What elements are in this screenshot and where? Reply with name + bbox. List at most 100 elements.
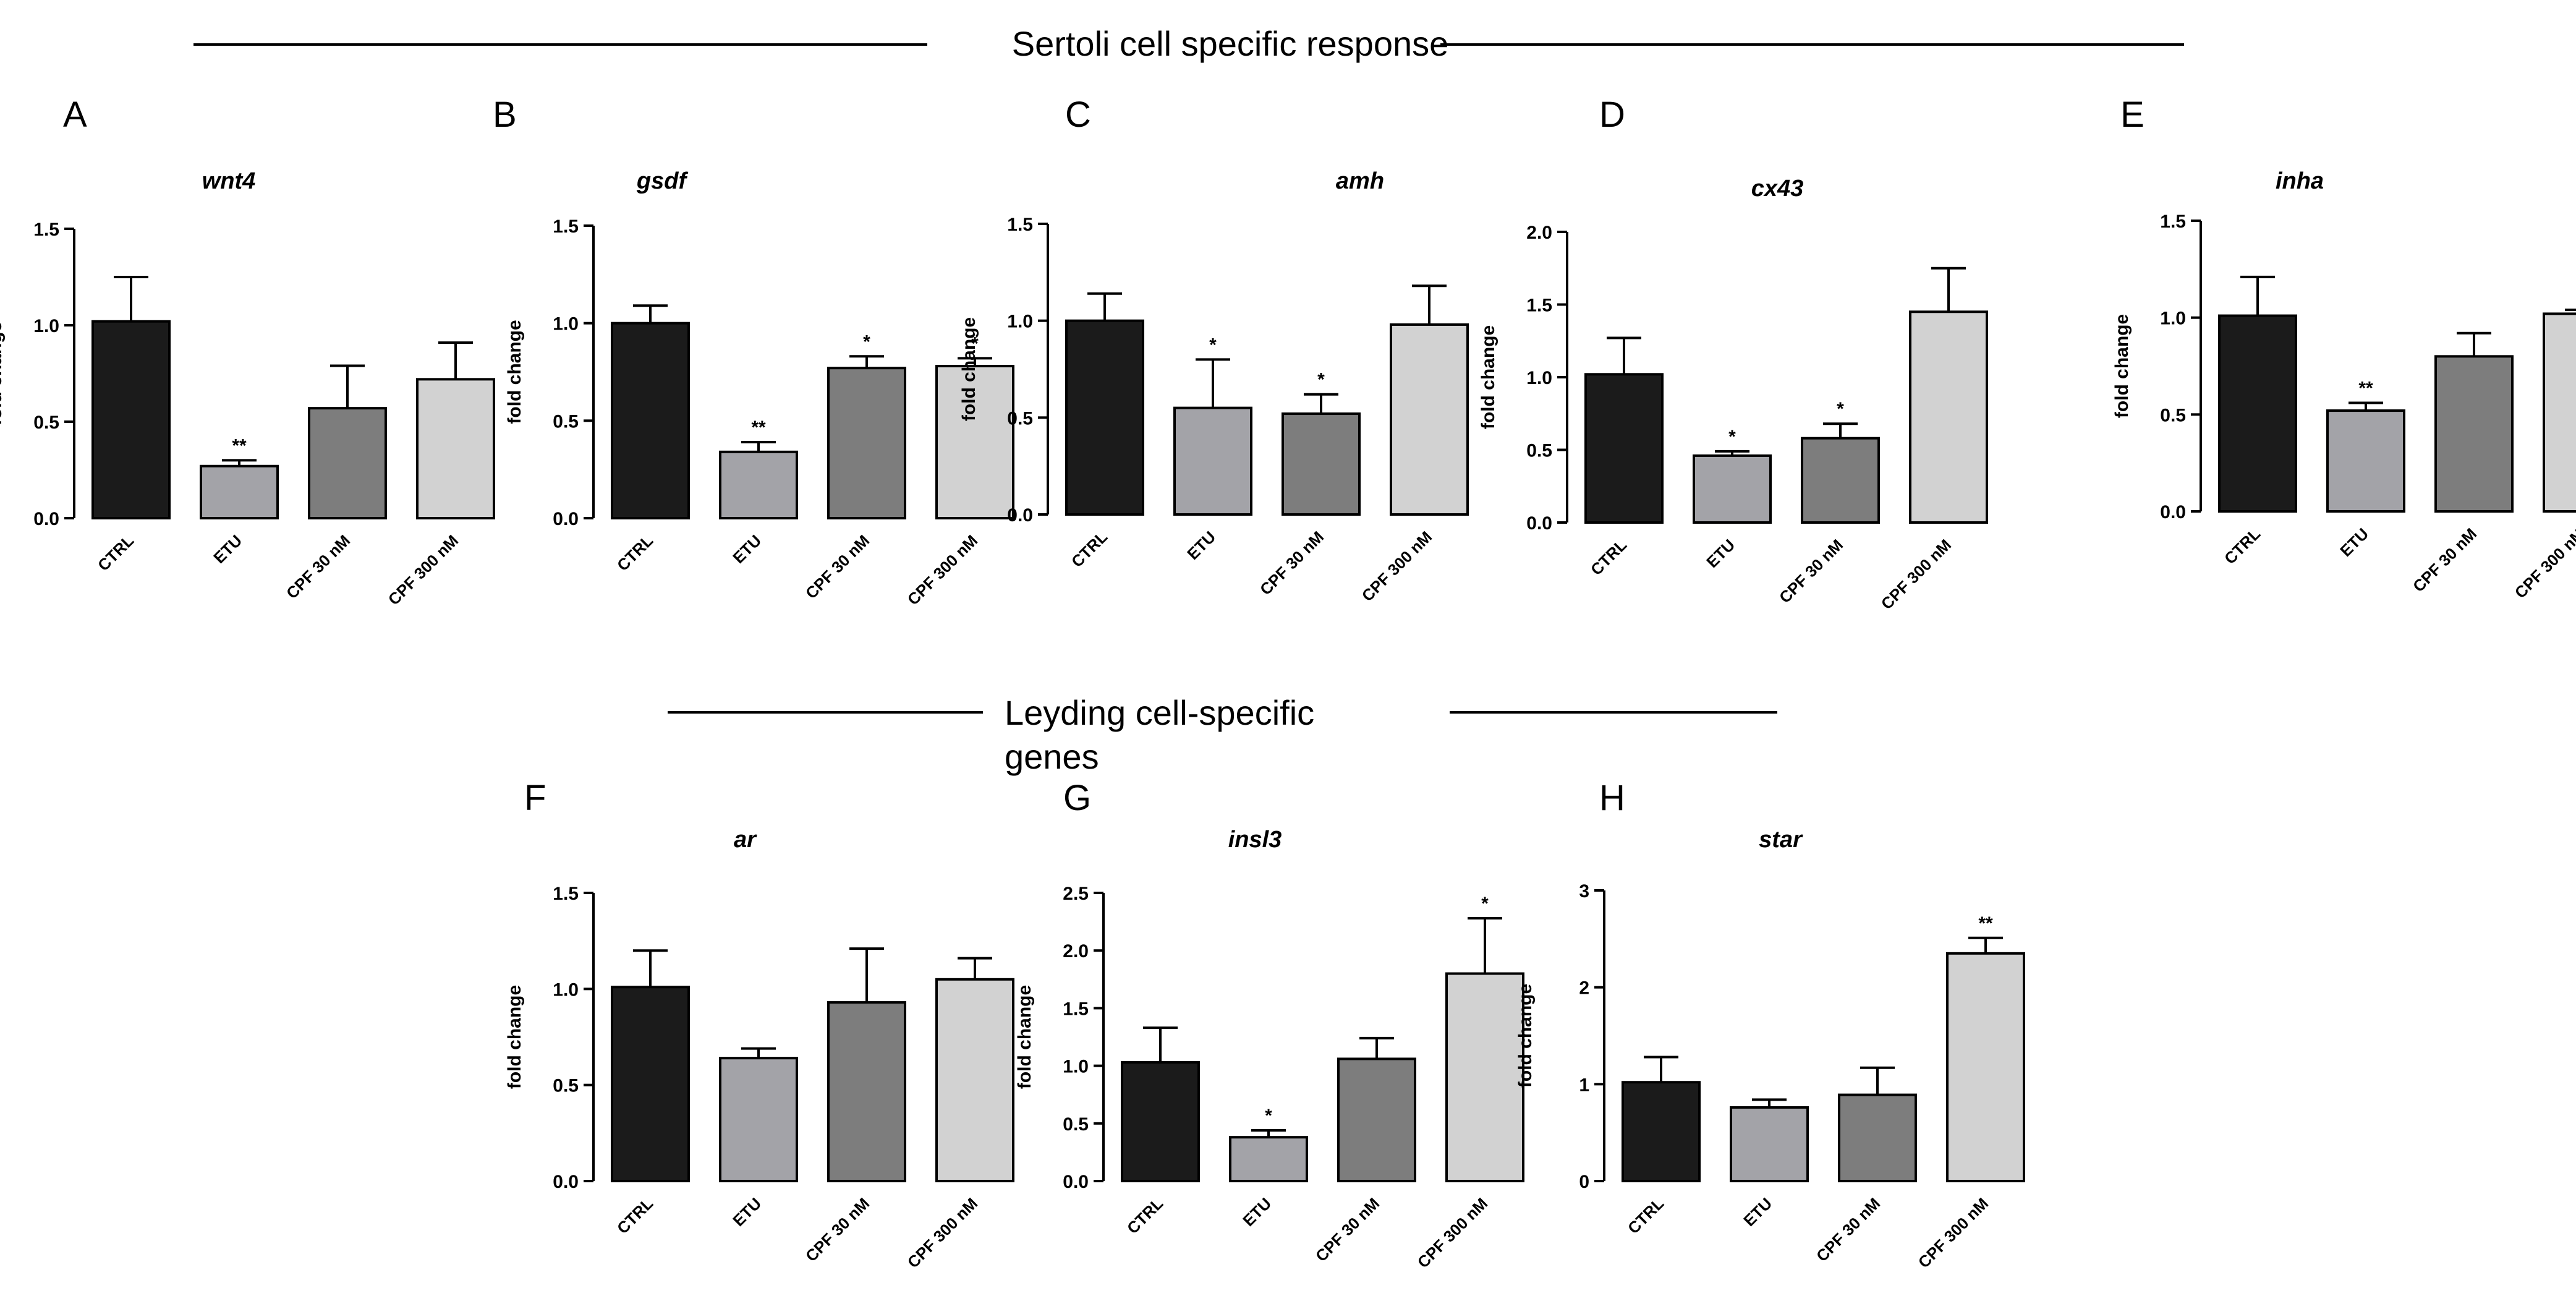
x-tick-label: CTRL xyxy=(1068,527,1111,571)
y-axis-label: fold change xyxy=(959,317,979,421)
x-tick-label: ETU xyxy=(210,531,245,567)
bar-cpf-30-nm xyxy=(1282,412,1361,516)
y-tick-label: 1.0 xyxy=(1063,1057,1089,1077)
bar-ctrl xyxy=(1065,319,1144,516)
panel-letter: B xyxy=(493,95,517,135)
bar-ctrl xyxy=(611,986,690,1183)
y-axis-label: fold change xyxy=(2112,314,2132,418)
y-tick-label: 0.0 xyxy=(553,1172,579,1192)
y-tick-label: 0.0 xyxy=(1063,1172,1089,1192)
bar-etu xyxy=(200,464,279,520)
y-tick-label: 0 xyxy=(1579,1172,1589,1192)
y-tick-label: 1.0 xyxy=(33,316,59,336)
bottom-section-title-line1: Leyding cell-specific xyxy=(1005,693,1314,732)
x-tick-label: CPF 300 nM xyxy=(904,1194,981,1271)
x-tick-label: CTRL xyxy=(94,531,137,574)
chart-title: gsdf xyxy=(636,168,689,194)
chart-title: inha xyxy=(2276,168,2324,194)
y-tick-label: 2 xyxy=(1579,978,1589,999)
y-tick-label: 1.5 xyxy=(33,220,59,240)
bar-etu xyxy=(1693,454,1772,524)
bar-cpf-300-nm xyxy=(1390,323,1469,516)
y-tick-label: 1.5 xyxy=(1007,215,1033,235)
significance-marker: ** xyxy=(232,435,247,456)
x-tick-label: CTRL xyxy=(2221,524,2264,568)
y-tick-label: 1.5 xyxy=(1526,296,1552,316)
bar-cpf-300-nm xyxy=(2543,312,2576,513)
y-axis-label: fold change xyxy=(1478,325,1498,429)
y-axis-label: fold change xyxy=(504,320,525,424)
panel-letter: C xyxy=(1065,95,1091,135)
y-tick-label: 0.5 xyxy=(1007,408,1033,429)
bar-cpf-30-nm xyxy=(2434,355,2514,513)
y-tick-label: 3 xyxy=(1579,881,1589,902)
bar-etu xyxy=(1730,1106,1809,1183)
x-tick-label: ETU xyxy=(1183,527,1219,563)
y-tick-label: 1.5 xyxy=(553,884,579,904)
y-tick-label: 1.0 xyxy=(553,979,579,1000)
significance-marker: ** xyxy=(1978,913,1993,934)
y-tick-label: 0.0 xyxy=(33,509,59,529)
y-tick-label: 0.0 xyxy=(2160,502,2186,523)
x-tick-label: CTRL xyxy=(613,1194,657,1237)
significance-marker: * xyxy=(1317,370,1325,390)
panel-letter: G xyxy=(1063,778,1091,818)
x-tick-label: CPF 300 nM xyxy=(1877,535,1955,613)
significance-marker: * xyxy=(1265,1106,1272,1126)
bar-cpf-30-nm xyxy=(827,1001,906,1182)
bar-ctrl xyxy=(611,322,690,520)
bar-cpf-30-nm xyxy=(1801,437,1880,524)
y-axis-label: fold change xyxy=(0,322,6,425)
chart-title: amh xyxy=(1336,168,1384,194)
x-tick-label: CPF 30 nM xyxy=(802,1194,873,1265)
x-tick-label: CTRL xyxy=(1624,1194,1667,1237)
panel-letter: H xyxy=(1599,778,1625,818)
top-section-title: Sertoli cell specific response xyxy=(1012,24,1449,63)
x-tick-label: CTRL xyxy=(613,531,657,574)
significance-marker: * xyxy=(1481,894,1489,914)
x-tick-label: CPF 300 nM xyxy=(1915,1194,1992,1271)
bar-cpf-300-nm xyxy=(935,365,1014,519)
bottom-section-title-line2: genes xyxy=(1005,737,1099,776)
panel-f: Far 0.0 0.5 1.0 1.5 fold change CTRL ETU CPF 30 … xyxy=(504,778,1014,1271)
x-tick-label: ETU xyxy=(1702,535,1738,571)
y-tick-label: 0.5 xyxy=(553,1076,579,1096)
bar-cpf-300-nm xyxy=(1946,952,2025,1183)
significance-marker: * xyxy=(971,333,979,354)
bar-ctrl xyxy=(91,320,171,519)
bar-etu xyxy=(1173,406,1252,516)
x-tick-label: CPF 300 nM xyxy=(385,531,462,608)
bar-cpf-30-nm xyxy=(308,407,387,519)
panel-letter: D xyxy=(1599,95,1625,135)
x-tick-label: ETU xyxy=(2336,524,2372,560)
y-tick-label: 1.5 xyxy=(1063,999,1089,1019)
y-tick-label: 1 xyxy=(1579,1075,1589,1095)
bar-cpf-300-nm xyxy=(416,378,495,519)
y-tick-label: 1.0 xyxy=(1526,368,1552,388)
significance-marker: * xyxy=(1728,427,1736,447)
y-tick-label: 0.5 xyxy=(2160,405,2186,425)
significance-marker: ** xyxy=(751,417,766,438)
y-tick-label: 2.0 xyxy=(1063,941,1089,962)
x-tick-label: ETU xyxy=(1239,1194,1275,1230)
x-tick-label: ETU xyxy=(729,531,765,567)
x-tick-label: CTRL xyxy=(1123,1194,1167,1237)
significance-marker: * xyxy=(863,331,870,352)
bar-etu xyxy=(719,450,798,520)
y-axis-label: fold change xyxy=(1515,984,1536,1088)
panel-letter: A xyxy=(63,95,87,135)
y-tick-label: 0.5 xyxy=(33,412,59,433)
x-tick-label: CPF 300 nM xyxy=(904,531,981,608)
y-tick-label: 0.5 xyxy=(1063,1114,1089,1135)
significance-marker: ** xyxy=(2358,378,2373,399)
chart-title: cx43 xyxy=(1751,176,1804,202)
chart-title: ar xyxy=(734,827,757,853)
y-tick-label: 1.0 xyxy=(553,314,579,335)
bar-etu xyxy=(1229,1136,1308,1182)
x-tick-label: CPF 30 nM xyxy=(2409,524,2480,595)
significance-marker: * xyxy=(1209,335,1217,355)
x-tick-label: CPF 30 nM xyxy=(1775,535,1847,607)
